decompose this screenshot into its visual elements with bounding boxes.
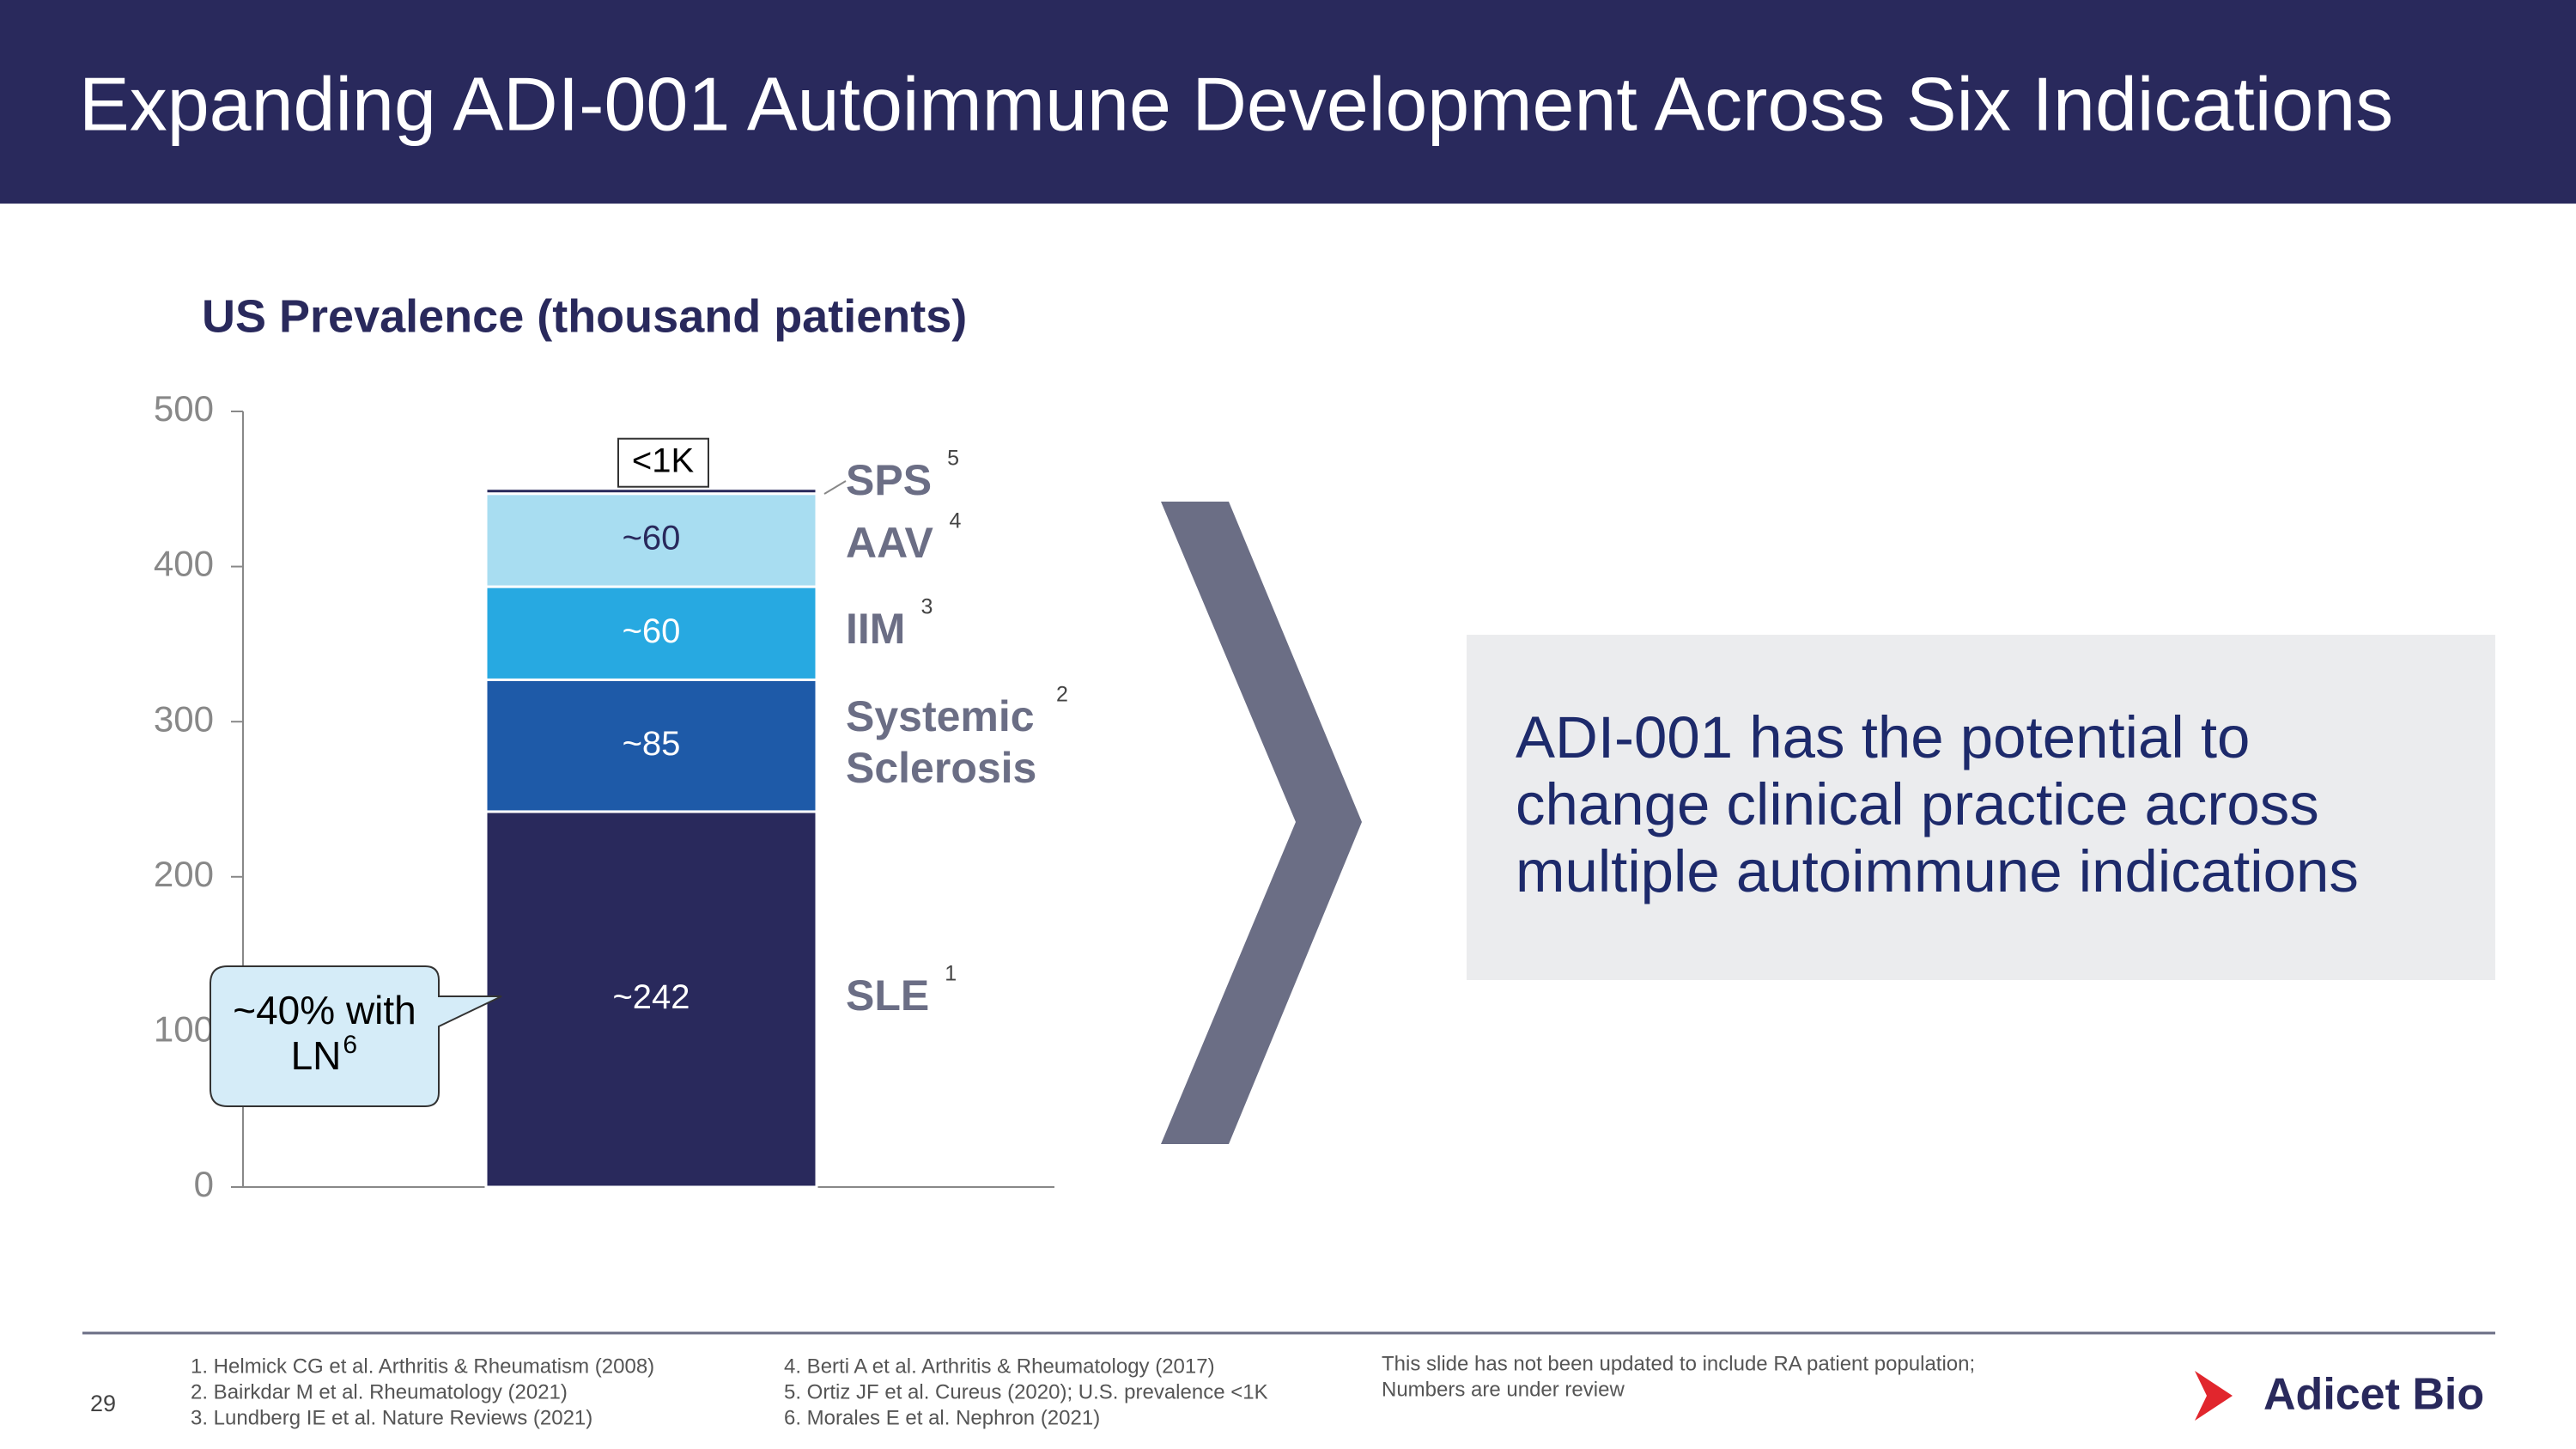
reference: 6. Morales E et al. Nephron (2021) xyxy=(784,1406,1100,1429)
reference: 3. Lundberg IE et al. Nature Reviews (20… xyxy=(191,1406,592,1429)
value-label: ~60 xyxy=(623,612,681,650)
y-tick-label: 500 xyxy=(154,388,214,429)
disclaimer: This slide has not been updated to inclu… xyxy=(1382,1352,1975,1375)
legend-footnote: 5 xyxy=(947,447,959,471)
bar-segment xyxy=(484,492,818,588)
callout-footnote: 6 xyxy=(343,1031,357,1059)
bar-segment xyxy=(484,487,818,496)
legend-label: IIM xyxy=(846,605,905,653)
callout xyxy=(210,965,502,1107)
message-line: ADI-001 has the potential to xyxy=(1516,704,2250,770)
leader-line xyxy=(823,480,847,495)
y-tick-label: 300 xyxy=(154,698,214,739)
message-line: change clinical practice across xyxy=(1516,771,2319,837)
legend-footnote: 2 xyxy=(1056,683,1068,707)
message-box xyxy=(1467,635,2495,980)
bar-segment xyxy=(484,678,818,813)
slide-title: Expanding ADI-001 Autoimmune Development… xyxy=(79,61,2393,146)
y-tick-label: 400 xyxy=(154,544,214,584)
reference: 4. Berti A et al. Arthritis & Rheumatolo… xyxy=(784,1355,1215,1378)
legend-label: AAV xyxy=(846,519,934,567)
legend-footnote: 1 xyxy=(945,962,957,986)
chart-title: US Prevalence (thousand patients) xyxy=(202,290,967,342)
chevron xyxy=(1161,502,1362,1144)
value-label: ~60 xyxy=(623,519,681,557)
header-band xyxy=(0,0,2576,204)
disclaimer: Numbers are under review xyxy=(1382,1378,1625,1401)
y-tick-label: 200 xyxy=(154,854,214,894)
legend-label: SPS xyxy=(846,456,932,504)
legend-label: Systemic Sclerosis xyxy=(846,692,1036,792)
reference: 1. Helmick CG et al. Arthritis & Rheumat… xyxy=(191,1355,654,1378)
value-label: ~242 xyxy=(612,978,690,1016)
logo-mark xyxy=(2195,1371,2233,1421)
callout-text: ~40% with xyxy=(233,988,416,1032)
value-label: ~85 xyxy=(623,725,681,763)
legend-footnote: 3 xyxy=(920,595,933,619)
value-label: <1K xyxy=(632,441,695,479)
callout-text: LN xyxy=(291,1033,342,1078)
legend-label: SLE xyxy=(846,971,929,1020)
logo: Adicet Bio xyxy=(2263,1370,2484,1420)
value-label-box xyxy=(617,437,709,488)
bar-segment xyxy=(484,585,818,681)
reference: 5. Ortiz JF et al. Cureus (2020); U.S. p… xyxy=(784,1380,1268,1403)
message-line: multiple autoimmune indications xyxy=(1516,838,2359,904)
legend-footnote: 4 xyxy=(950,509,962,533)
page-number: 29 xyxy=(90,1391,116,1416)
bar-segment xyxy=(484,810,818,1189)
reference: 2. Bairkdar M et al. Rheumatology (2021) xyxy=(191,1380,568,1403)
y-tick-label: 100 xyxy=(154,1008,214,1049)
y-tick-label: 0 xyxy=(194,1164,214,1204)
